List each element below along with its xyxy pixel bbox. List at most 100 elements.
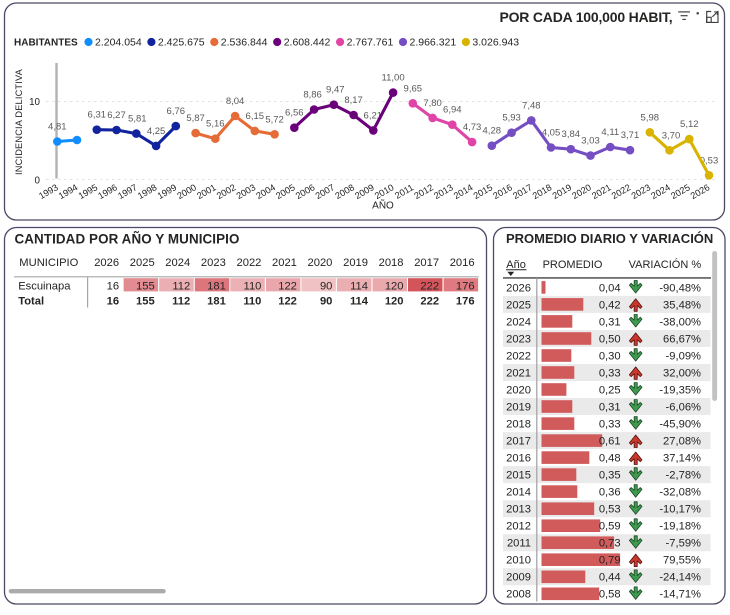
- svg-text:5,72: 5,72: [265, 114, 284, 125]
- svg-text:0,36: 0,36: [599, 487, 621, 499]
- svg-text:176: 176: [456, 280, 475, 292]
- svg-text:114: 114: [350, 295, 369, 307]
- svg-text:9,65: 9,65: [404, 83, 423, 94]
- svg-text:2016: 2016: [450, 257, 475, 269]
- svg-text:11,00: 11,00: [382, 73, 405, 84]
- svg-text:2019: 2019: [343, 257, 368, 269]
- svg-text:5,87: 5,87: [186, 113, 205, 124]
- svg-text:3.026.943: 3.026.943: [472, 36, 519, 48]
- svg-text:2015: 2015: [506, 470, 531, 482]
- svg-text:2011: 2011: [507, 538, 531, 550]
- svg-text:2025: 2025: [130, 257, 155, 269]
- svg-text:222: 222: [420, 280, 439, 292]
- svg-text:5,93: 5,93: [502, 113, 521, 124]
- svg-text:37,14%: 37,14%: [663, 453, 701, 465]
- svg-text:6,56: 6,56: [285, 108, 304, 119]
- svg-text:0,25: 0,25: [599, 384, 621, 396]
- svg-text:7,48: 7,48: [522, 100, 541, 111]
- svg-text:6,31: 6,31: [88, 110, 107, 121]
- svg-text:155: 155: [136, 295, 155, 307]
- svg-text:-32,08%: -32,08%: [659, 487, 701, 499]
- svg-text:6,21: 6,21: [364, 110, 383, 121]
- svg-text:3,84: 3,84: [562, 129, 581, 140]
- svg-text:0,58: 0,58: [599, 589, 621, 601]
- svg-text:122: 122: [278, 295, 297, 307]
- svg-text:0,53: 0,53: [599, 504, 621, 516]
- svg-text:2017: 2017: [506, 436, 531, 448]
- svg-text:AÑO: AÑO: [372, 199, 394, 212]
- svg-text:-2,78%: -2,78%: [666, 470, 701, 482]
- svg-text:0,59: 0,59: [599, 521, 621, 533]
- svg-text:2019: 2019: [506, 401, 531, 413]
- svg-text:90: 90: [320, 295, 332, 307]
- svg-text:2018: 2018: [506, 419, 531, 431]
- svg-text:2016: 2016: [506, 453, 531, 465]
- svg-text:6,76: 6,76: [167, 106, 186, 117]
- svg-text:181: 181: [207, 280, 226, 292]
- svg-text:2012: 2012: [506, 521, 531, 533]
- svg-text:2.608.442: 2.608.442: [284, 36, 331, 48]
- svg-text:-6,06%: -6,06%: [666, 401, 701, 413]
- svg-text:2.425.675: 2.425.675: [158, 36, 205, 48]
- svg-text:7,80: 7,80: [423, 98, 442, 109]
- svg-text:10: 10: [29, 97, 40, 108]
- svg-text:0,73: 0,73: [599, 538, 621, 550]
- svg-text:2.966.321: 2.966.321: [410, 36, 457, 48]
- svg-text:0,33: 0,33: [599, 367, 621, 379]
- svg-text:5,98: 5,98: [641, 112, 660, 123]
- svg-text:-10,17%: -10,17%: [659, 504, 701, 516]
- svg-text:2.536.844: 2.536.844: [221, 36, 268, 48]
- svg-text:2017: 2017: [414, 257, 439, 269]
- svg-text:INCIDENCIA DELICTIVA: INCIDENCIA DELICTIVA: [14, 68, 24, 175]
- svg-text:155: 155: [136, 280, 155, 292]
- svg-text:MUNICIPIO: MUNICIPIO: [19, 257, 78, 269]
- svg-text:2026: 2026: [94, 257, 119, 269]
- svg-text:79,55%: 79,55%: [663, 555, 701, 567]
- svg-text:4,25: 4,25: [147, 126, 166, 137]
- svg-text:2020: 2020: [506, 384, 531, 396]
- svg-text:3,71: 3,71: [621, 130, 640, 141]
- svg-text:35,48%: 35,48%: [663, 299, 701, 311]
- svg-text:0,42: 0,42: [599, 299, 621, 311]
- svg-text:4,73: 4,73: [463, 122, 482, 133]
- svg-text:2024: 2024: [506, 316, 531, 328]
- svg-text:2024: 2024: [165, 257, 190, 269]
- svg-text:0,50: 0,50: [599, 333, 621, 345]
- svg-text:5,16: 5,16: [206, 119, 225, 130]
- svg-text:2.767.761: 2.767.761: [347, 36, 394, 48]
- svg-text:6,15: 6,15: [246, 111, 265, 122]
- svg-text:120: 120: [385, 295, 404, 307]
- svg-text:4,81: 4,81: [48, 122, 67, 133]
- svg-text:122: 122: [278, 280, 297, 292]
- svg-text:-19,35%: -19,35%: [659, 384, 701, 396]
- svg-text:-7,59%: -7,59%: [666, 538, 701, 550]
- svg-text:2023: 2023: [201, 257, 226, 269]
- svg-text:3,03: 3,03: [581, 136, 600, 147]
- svg-text:PROMEDIO: PROMEDIO: [543, 259, 603, 271]
- svg-text:-90,48%: -90,48%: [659, 282, 701, 294]
- svg-text:120: 120: [385, 280, 404, 292]
- svg-text:HABITANTES: HABITANTES: [14, 37, 78, 48]
- svg-text:112: 112: [172, 280, 190, 292]
- svg-text:114: 114: [350, 280, 368, 292]
- svg-text:5,81: 5,81: [128, 114, 147, 125]
- svg-text:CANTIDAD POR AÑO Y MUNICIPIO: CANTIDAD POR AÑO Y MUNICIPIO: [15, 231, 240, 246]
- svg-text:2020: 2020: [308, 257, 333, 269]
- svg-text:0,79: 0,79: [599, 555, 621, 567]
- svg-text:-24,14%: -24,14%: [659, 572, 701, 584]
- svg-text:66,67%: 66,67%: [663, 333, 701, 345]
- svg-text:8,17: 8,17: [344, 95, 363, 106]
- svg-text:-38,00%: -38,00%: [659, 316, 701, 328]
- svg-text:4,28: 4,28: [483, 126, 502, 137]
- svg-text:16: 16: [107, 295, 119, 307]
- svg-text:2025: 2025: [506, 299, 531, 311]
- svg-text:Total: Total: [18, 295, 44, 307]
- svg-text:2022: 2022: [237, 257, 262, 269]
- svg-text:0: 0: [35, 175, 41, 186]
- svg-text:0,44: 0,44: [599, 572, 621, 584]
- svg-text:110: 110: [244, 280, 262, 292]
- svg-text:2023: 2023: [506, 333, 531, 345]
- svg-text:0,35: 0,35: [599, 470, 621, 482]
- svg-text:-9,09%: -9,09%: [666, 350, 701, 362]
- svg-text:PROMEDIO DIARIO Y VARIACIÓN: PROMEDIO DIARIO Y VARIACIÓN: [506, 231, 713, 246]
